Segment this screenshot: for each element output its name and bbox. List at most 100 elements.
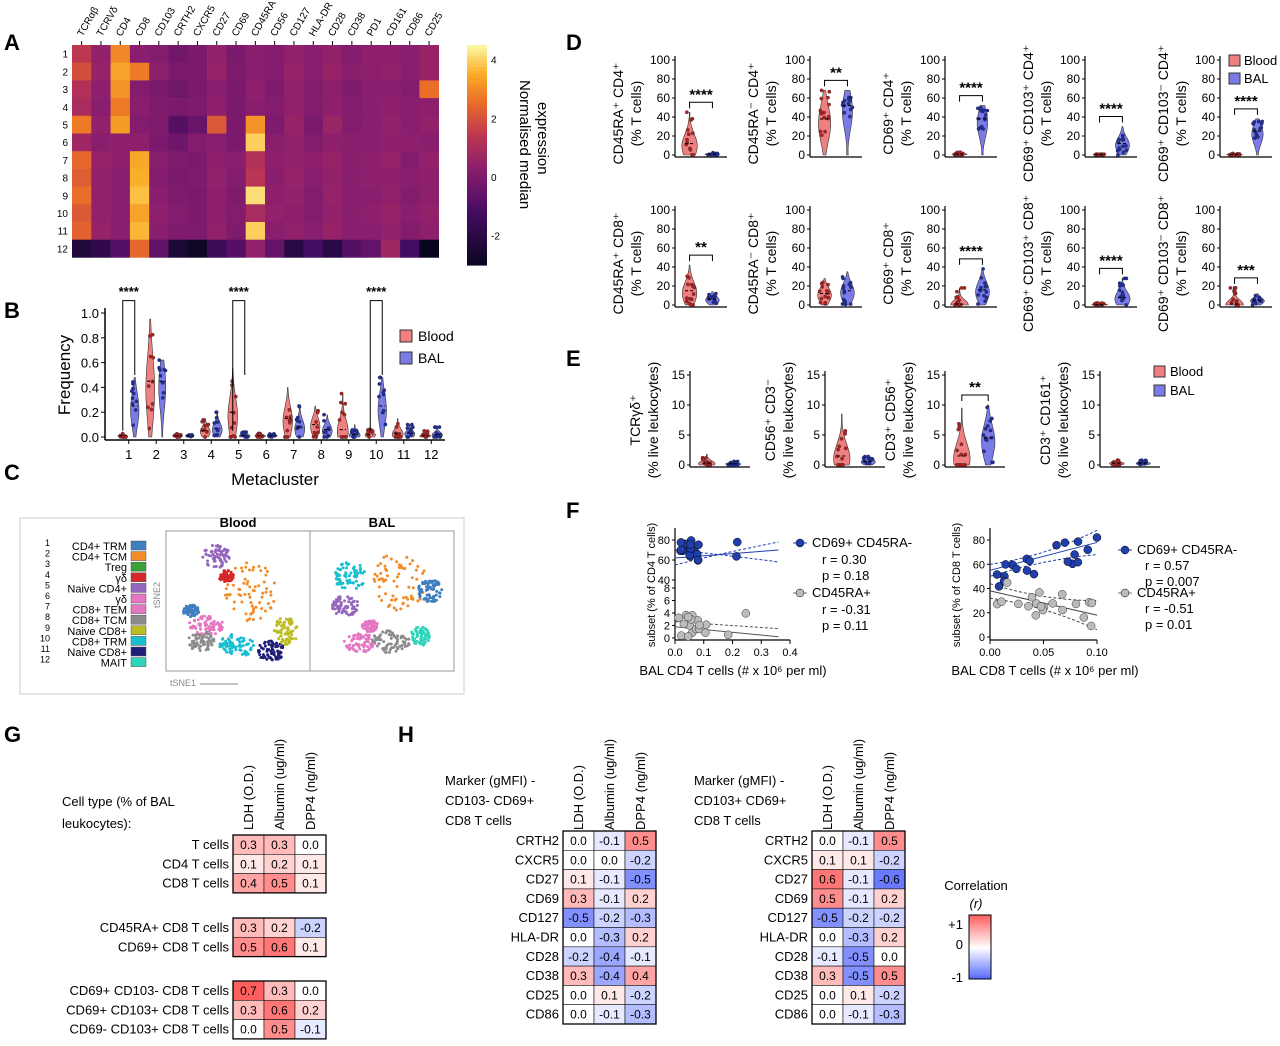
ci-line — [989, 554, 1098, 577]
heatmap-cell — [91, 115, 111, 134]
cluster-number: 12 — [40, 655, 50, 665]
correlation-colorbar-segment — [969, 948, 991, 951]
panel-h-table-cell-value: 0.0 — [819, 1008, 836, 1022]
colorbar-segment — [467, 45, 487, 50]
heatmap-cell — [303, 186, 324, 205]
tsne-point — [373, 625, 377, 629]
heatmap-cell — [149, 168, 169, 187]
tsne-point — [279, 634, 283, 638]
panel-d-plot-blood-point — [1231, 297, 1236, 302]
heatmap-cell — [284, 168, 304, 187]
panel-d-plot-bal-point — [983, 281, 987, 285]
blood-point — [151, 355, 156, 360]
panel-d-plot-y-tick-label: 60 — [1067, 241, 1081, 255]
f-legend-r: r = -0.51 — [1145, 601, 1194, 616]
bal-point — [405, 426, 410, 430]
correlation-colorbar-segment — [969, 977, 991, 980]
tsne-point — [425, 629, 429, 633]
colorbar-segment — [467, 85, 487, 90]
panel-d-plot-blood-point — [818, 108, 823, 113]
panel-d-plot-blood-point — [823, 294, 827, 299]
panel-e-plot-y-tick-label: 10 — [1082, 398, 1096, 412]
panel-d-plot-y-tick-label: 40 — [927, 260, 941, 274]
panel-d-plot-bal-point — [979, 124, 984, 129]
tsne-point — [279, 645, 283, 649]
panel-d-plot-bal-point — [984, 295, 989, 300]
tsne-point — [200, 632, 204, 636]
tsne-point — [352, 643, 356, 647]
tsne-point — [250, 639, 254, 643]
panel-e-plot-blood-point — [959, 452, 964, 457]
f-legend-name: CD69+ CD45RA- — [812, 535, 912, 550]
colorbar-segment — [467, 228, 487, 233]
panel-d-plot-significance: **** — [959, 243, 983, 260]
panel-d-plot-blood-point — [689, 303, 694, 307]
tsne-point — [269, 649, 273, 653]
heatmap-cell — [110, 168, 131, 187]
heatmap-cell — [342, 80, 362, 99]
tsne-point — [240, 600, 244, 604]
column-header: LDH (O.D.) — [571, 765, 586, 830]
blood-point — [343, 401, 348, 406]
blood-point — [145, 405, 150, 410]
tsne-point — [387, 650, 391, 654]
panel-label-H: H — [398, 722, 414, 747]
tsne-point — [278, 656, 282, 660]
tsne-point — [267, 642, 271, 646]
bal-point — [212, 433, 217, 438]
colorbar-segment — [467, 239, 487, 244]
panel-h-table-cell-value: 0.1 — [850, 988, 867, 1002]
panel-d-plot-bal-point — [1259, 125, 1264, 130]
tsne-point — [209, 554, 213, 558]
panel-d-plot-y-tick-label: 20 — [1067, 129, 1081, 143]
panel-d-plot-significance: ** — [830, 64, 842, 81]
tsne-point — [294, 626, 298, 630]
correlation-colorbar-segment — [969, 918, 991, 920]
heatmap-cell — [303, 45, 324, 63]
tsne-point — [228, 640, 232, 644]
tsne-point — [231, 573, 235, 577]
correlation-colorbar-segment — [969, 966, 991, 968]
heatmap-cell — [91, 151, 111, 170]
heatmap-cell — [245, 204, 266, 223]
panel-d-plot-bal-point — [981, 267, 985, 271]
panel-g-table-cell-value: 0.2 — [271, 921, 288, 935]
bal-point — [157, 358, 162, 362]
heatmap-cell — [380, 133, 401, 152]
tsne-point — [400, 647, 404, 651]
panel-d-y-sublabel: (% T cells) — [898, 81, 914, 147]
tsne-point — [364, 633, 368, 637]
tsne-point — [374, 638, 378, 642]
tsne-point — [411, 559, 415, 563]
panel-d-plot-y-tick-label: 0 — [1208, 298, 1215, 312]
panel-d-plot-blood-point — [820, 284, 825, 289]
data-point — [674, 613, 683, 623]
data-point — [1063, 557, 1073, 566]
heatmap-cell — [400, 133, 420, 152]
panel-h-table-row-label: CD25 — [775, 987, 808, 1002]
tsne-point — [376, 564, 380, 568]
tsne-point — [186, 612, 190, 616]
panel-d-plot-y-tick-label: 20 — [1067, 279, 1081, 293]
tsne-point — [221, 637, 225, 641]
panel-d-plot-bracket — [1234, 108, 1258, 115]
tsne-point — [418, 631, 422, 635]
heatmap-cell — [110, 62, 131, 81]
tsne-point — [284, 617, 288, 621]
tsne-point — [349, 571, 353, 575]
tsne-point — [426, 631, 430, 635]
tsne-point — [389, 642, 393, 646]
tsne-point — [242, 581, 246, 585]
tsne-point — [339, 601, 343, 605]
tsne-point — [264, 573, 268, 577]
tsne-point — [259, 616, 263, 620]
colorbar-segment — [467, 257, 487, 262]
x-tick-label: 6 — [263, 447, 270, 462]
tsne-point — [258, 601, 262, 605]
panel-h-table-border — [811, 830, 906, 1025]
tsne-point — [281, 639, 285, 643]
panel-g-table-cell-value: 0.6 — [271, 1003, 288, 1017]
cluster-legend-label: Naive CD8+ — [67, 647, 127, 659]
x-axis-label: Metacluster — [231, 470, 319, 489]
heatmap-cell — [361, 222, 382, 240]
